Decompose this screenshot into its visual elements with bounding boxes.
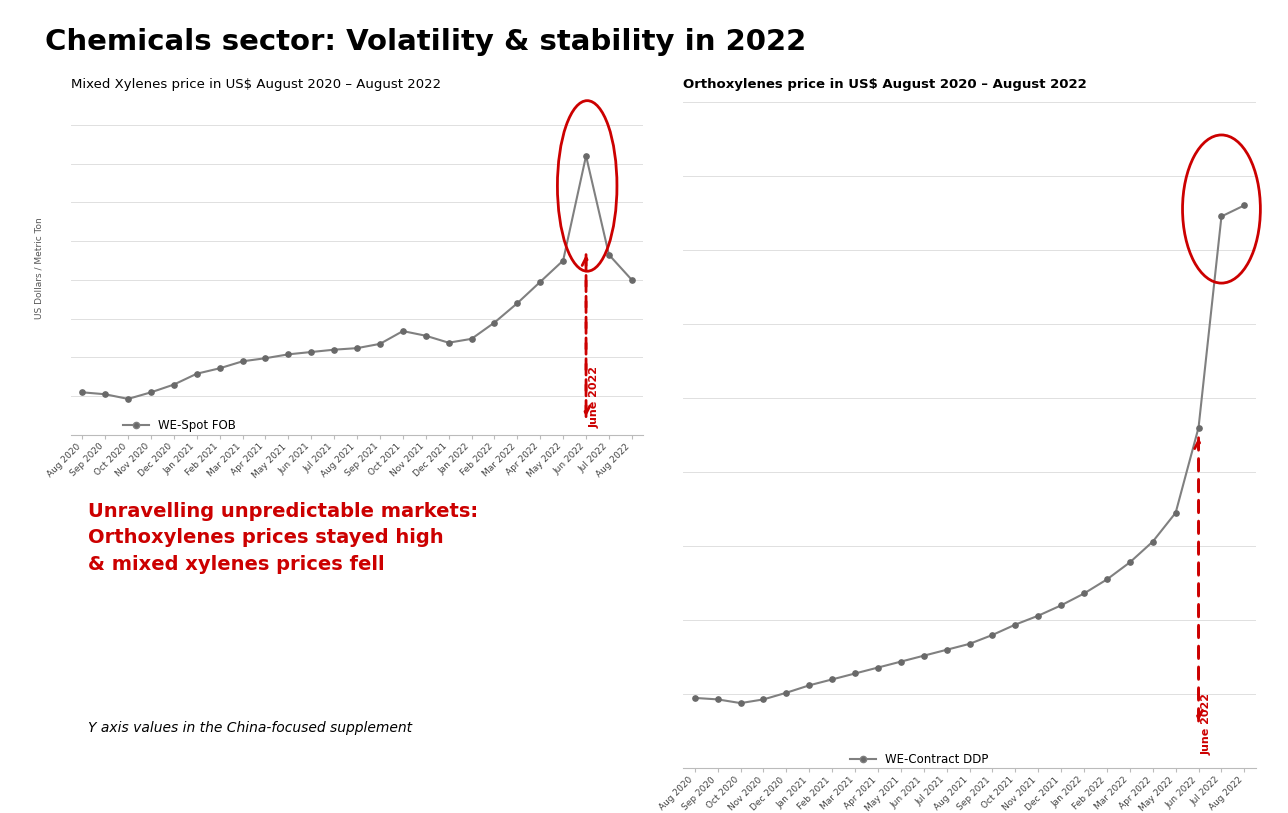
Text: June 2022: June 2022 [589,366,599,428]
Text: Mixed Xylenes price in US$ August 2020 – August 2022: Mixed Xylenes price in US$ August 2020 –… [71,78,440,91]
Text: June 2022: June 2022 [1202,693,1212,755]
Text: Y axis values in the China-focused supplement: Y axis values in the China-focused suppl… [88,721,412,735]
Text: Orthoxylenes price in US$ August 2020 – August 2022: Orthoxylenes price in US$ August 2020 – … [684,78,1087,91]
Text: Chemicals sector: Volatility & stability in 2022: Chemicals sector: Volatility & stability… [45,28,806,56]
Legend: WE-Spot FOB: WE-Spot FOB [122,420,236,433]
Text: US Dollars / Metric Ton: US Dollars / Metric Ton [35,217,44,320]
Text: Unravelling unpredictable markets:
Orthoxylenes prices stayed high
& mixed xylen: Unravelling unpredictable markets: Ortho… [88,502,478,574]
Legend: WE-Contract DDP: WE-Contract DDP [850,753,988,766]
